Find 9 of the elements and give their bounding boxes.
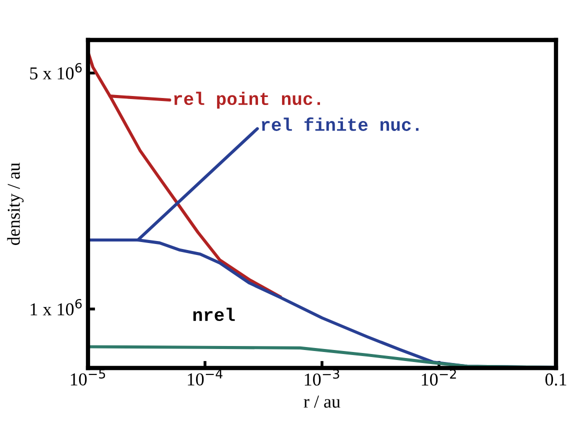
y-tick-label: 5 x 10$^{6}$	[30, 62, 82, 80]
y-axis-title: density / au	[7, 162, 24, 245]
x-tick-label: 0.1	[545, 373, 566, 386]
x-axis-title: r / au	[304, 396, 340, 408]
legend-label: rel point nuc.	[174, 92, 320, 109]
text: rel finite nuc.	[262, 117, 419, 131]
x-tick-label: 10$^{−4}$	[188, 369, 222, 386]
y-tick-label: 1 x 10$^{6}$	[30, 298, 82, 316]
series-label: nrel	[193, 308, 235, 322]
